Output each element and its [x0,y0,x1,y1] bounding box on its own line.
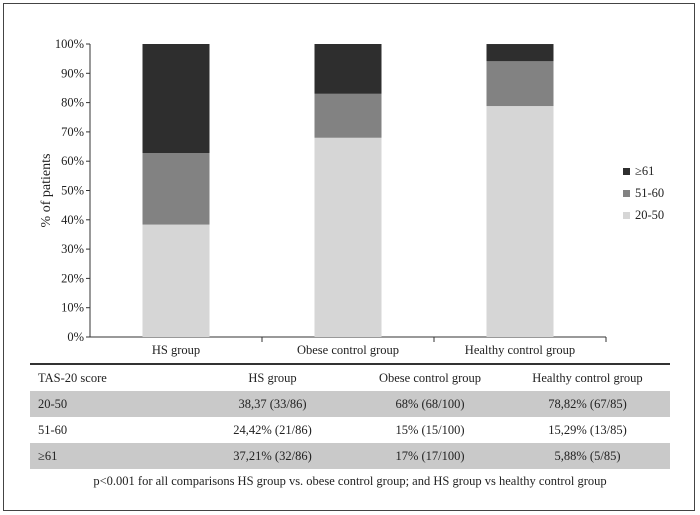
x-tick-label: HS group [152,343,200,357]
table-row: ≥61 37,21% (32/86) 17% (17/100) 5,88% (5… [30,443,670,469]
table-header-cell: Obese control group [378,370,482,385]
bar-segment [142,44,210,154]
y-tick-label: 60% [61,154,84,168]
legend-label: 20-50 [635,208,664,222]
y-axis-label: % of patients [39,154,54,228]
y-tick-label: 40% [61,213,84,227]
y-tick-label: 70% [61,125,84,139]
table-cell: 68% (68/100) [395,396,465,411]
y-tick-label: 90% [61,66,84,80]
table-cell: 37,21% (32/86) [233,448,312,463]
footnote: p<0.001 for all comparisons HS group vs.… [93,474,607,488]
table-header-cell: HS group [248,370,297,385]
legend-label: ≥61 [635,164,654,178]
y-tick-label: 50% [61,184,84,198]
table-cell: 17% (17/100) [395,448,465,463]
x-tick-label: Healthy control group [465,343,575,357]
table-top-rule [30,363,670,365]
table-cell: 20-50 [38,396,68,411]
y-tick-label: 20% [61,271,84,285]
legend-swatch [623,168,630,175]
bar-segment [486,44,554,62]
table-cell: 38,37 (33/86) [238,396,307,411]
legend-swatch [623,190,630,197]
legend-label: 51-60 [635,186,664,200]
table-header-row: TAS-20 score HS group Obese control grou… [30,365,670,391]
table-header-cell: TAS-20 score [38,370,107,385]
figure-frame [3,3,695,511]
table-header-cell: Healthy control group [532,370,643,385]
table-cell: ≥61 [38,448,58,463]
y-tick-label: 10% [61,301,84,315]
table-row: 20-50 38,37 (33/86) 68% (68/100) 78,82% … [30,391,670,417]
table-row: 51-60 24,42% (21/86) 15% (15/100) 15,29%… [30,417,670,443]
table-cell: 24,42% (21/86) [233,422,312,437]
bar-segment [142,153,210,225]
stacked-bar-chart: 0% 10% 20% 30% 40% 50% 60% 70% 80% 90% 100% % of pa… [39,37,664,357]
table-cell: 15% (15/100) [395,422,465,437]
bar-segment [314,93,382,138]
legend-swatch [623,212,630,219]
table-cell: 15,29% (13/85) [548,422,627,437]
bar-segment [486,61,554,107]
x-tick-label: Obese control group [297,343,399,357]
y-tick-label: 0% [67,330,84,344]
y-tick-label: 30% [61,242,84,256]
table-cell: 5,88% (5/85) [554,448,621,463]
results-table: TAS-20 score HS group Obese control grou… [30,363,670,469]
y-tick-label: 80% [61,96,84,110]
table-cell: 51-60 [38,422,68,437]
bar-segment [314,137,382,337]
bar-segment [314,44,382,94]
bar-segment [486,106,554,337]
bar-segment [142,224,210,337]
y-tick-label: 100% [55,37,84,51]
table-cell: 78,82% (67/85) [548,396,627,411]
